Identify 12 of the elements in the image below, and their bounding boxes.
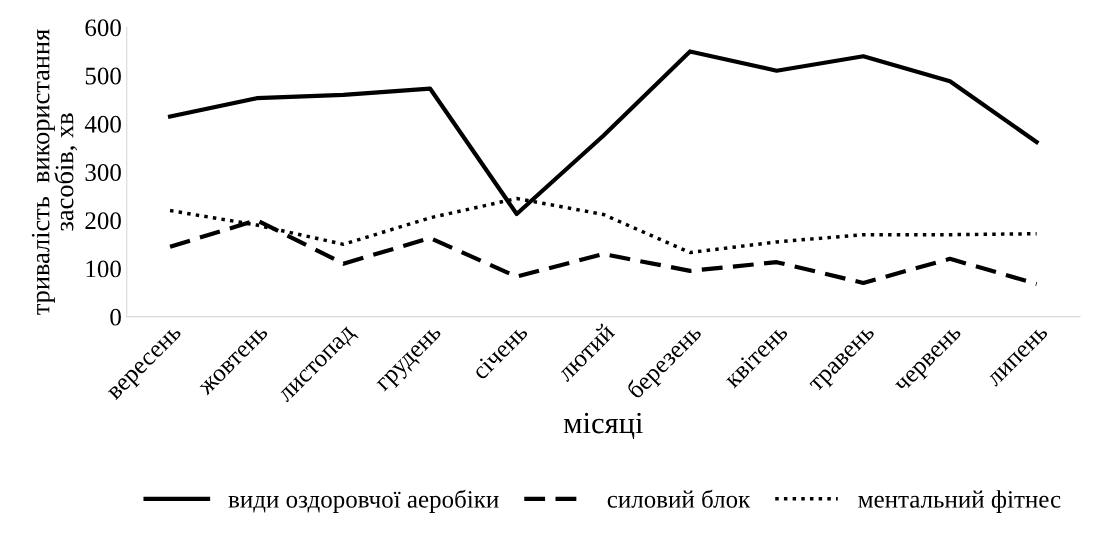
y-axis-title: тривалість використання засобів, хв [31, 29, 78, 315]
y-tick-label: 300 [85, 164, 121, 181]
x-axis-title: місяці [563, 412, 643, 439]
legend-label: ментальний фітнес [858, 490, 1061, 513]
legend-label: види оздоровчої аеробіки [228, 489, 499, 513]
y-tick-label: 200 [85, 212, 121, 230]
legend-label: силовий блок [607, 489, 751, 508]
y-tick-label: 100 [86, 260, 121, 278]
y-tick-label: 400 [84, 115, 121, 133]
y-tick-label: 500 [85, 67, 121, 85]
y-tick-label: 600 [85, 19, 121, 37]
y-tick-label: 0 [110, 308, 121, 326]
